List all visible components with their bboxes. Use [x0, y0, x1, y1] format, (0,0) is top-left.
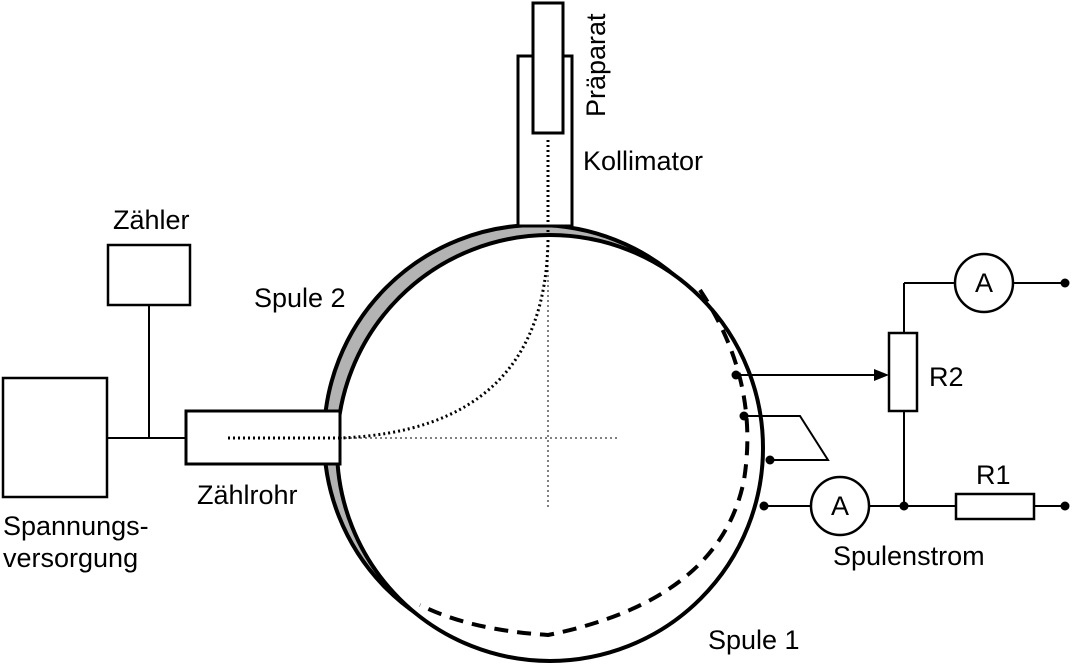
- counter-box: [106, 243, 192, 307]
- junction: [899, 501, 909, 511]
- wiper-arrowhead: [874, 369, 889, 381]
- terminal-bottom: [1060, 501, 1070, 511]
- coil-connection-loop: [744, 415, 830, 461]
- label-praeparat: Präparat: [581, 13, 611, 117]
- label-spannungsversorgung-1: Spannungs-: [3, 511, 149, 541]
- label-spannungsversorgung-2: versorgung: [3, 543, 139, 573]
- label-r1: R1: [976, 460, 1011, 490]
- label-ammeter-top: A: [974, 268, 993, 298]
- label-kollimator: Kollimator: [583, 146, 704, 176]
- power-supply-box: [1, 376, 109, 499]
- coil-1-dashed-arc: [419, 288, 750, 638]
- resistor-r1: [954, 492, 1036, 521]
- label-spule-2: Spule 2: [254, 283, 346, 313]
- label-spule-1: Spule 1: [708, 625, 800, 655]
- label-zaehler: Zähler: [113, 205, 190, 235]
- terminal-top: [1060, 278, 1070, 288]
- resistor-r2: [887, 331, 919, 413]
- coil-1: [335, 233, 765, 663]
- sample-source: [531, 1, 565, 135]
- label-zaehlrohr: Zählrohr: [197, 480, 298, 510]
- label-ammeter-bottom: A: [830, 491, 849, 521]
- label-r2: R2: [929, 362, 964, 392]
- label-spulenstrom: Spulenstrom: [833, 541, 985, 571]
